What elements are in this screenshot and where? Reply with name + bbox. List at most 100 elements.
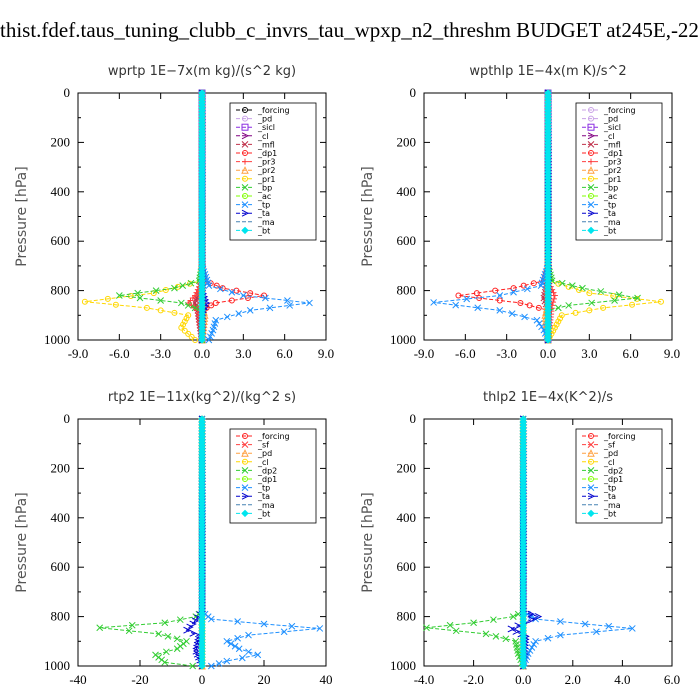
- series-dp1: [455, 90, 551, 343]
- data-point: [247, 290, 254, 297]
- y-tick-label: 1000: [390, 658, 416, 673]
- data-point: [213, 282, 220, 289]
- legend-label: _cl: [257, 132, 269, 141]
- legend-label: _pr3: [257, 158, 275, 167]
- data-point: [245, 648, 252, 656]
- series-line: [426, 419, 524, 667]
- y-tick-label: 0: [410, 85, 417, 100]
- data-point: [104, 295, 111, 302]
- data-point: [508, 310, 516, 318]
- chart-panel: wpthlp 1E−4x(m K)/s^2 Pressure [hPa] 0 200 4…: [360, 64, 680, 361]
- data-point: [185, 330, 192, 337]
- y-tick-label: 200: [397, 134, 417, 149]
- legend-marker: [242, 158, 248, 165]
- legend-label: _bt: [603, 509, 616, 518]
- data-point: [171, 309, 178, 316]
- data-point: [217, 285, 224, 293]
- data-point: [112, 301, 119, 308]
- chart-title: thlp2 1E−4x(K^2)/s: [483, 390, 613, 405]
- data-point: [173, 645, 181, 653]
- data-point: [212, 299, 219, 306]
- series-bt: [519, 415, 527, 670]
- series-bt: [198, 415, 206, 670]
- x-tick-label: -3.0: [496, 346, 517, 361]
- data-point: [188, 302, 195, 309]
- data-point: [550, 295, 557, 302]
- data-point: [530, 641, 538, 648]
- legend-marker: [242, 175, 248, 182]
- data-point: [143, 304, 150, 311]
- data-point: [188, 333, 195, 340]
- y-tick-label: 0: [64, 411, 71, 426]
- data-point: [532, 637, 539, 645]
- chart-panel: rtp2 1E−11x(kg^2)/(kg^2 s) Pressure [hPa]…: [14, 390, 333, 687]
- y-tick-label: 0: [410, 411, 417, 426]
- x-tick-label: 3.0: [235, 346, 251, 361]
- data-point: [193, 289, 200, 296]
- y-tick-label: 0: [64, 85, 71, 100]
- data-point: [262, 294, 269, 302]
- y-axis-label: Pressure [hPa]: [14, 492, 30, 592]
- x-tick-label: -6.0: [455, 346, 476, 361]
- y-tick-label: 600: [51, 233, 71, 248]
- y-tick-label: 200: [397, 460, 417, 475]
- series-line: [458, 93, 549, 340]
- data-point: [134, 289, 142, 297]
- legend-marker: [241, 226, 249, 235]
- data-point: [551, 292, 558, 299]
- legend: _forcing_pd_sicl_cl_mfl_dp1_pr3_pr2_pr1_…: [575, 102, 663, 241]
- series-tp: [430, 89, 552, 344]
- x-tick-label: -2.0: [463, 672, 484, 687]
- x-tick-label: -6.0: [109, 346, 130, 361]
- data-point: [502, 635, 510, 643]
- data-point: [286, 302, 294, 309]
- y-tick-label: 400: [51, 510, 71, 525]
- x-tick-label: -9.0: [414, 346, 435, 361]
- y-tick-label: 200: [51, 134, 71, 149]
- legend-marker: [242, 150, 248, 156]
- data-point: [205, 336, 213, 344]
- legend-label: _tp: [257, 201, 270, 210]
- legend-marker: [242, 193, 248, 199]
- data-point: [533, 316, 541, 324]
- data-point: [185, 312, 192, 319]
- legend-box: [229, 102, 317, 241]
- data-point: [245, 631, 252, 639]
- legend-label: _bt: [603, 226, 616, 235]
- y-tick-label: 800: [51, 609, 71, 624]
- chart-panel: thlp2 1E−4x(K^2)/s Pressure [hPa] 0 200 400 6…: [360, 390, 680, 687]
- data-point: [164, 633, 172, 640]
- data-point: [235, 310, 243, 318]
- x-tick-label: -20: [131, 672, 148, 687]
- data-point: [178, 324, 185, 331]
- y-tick-label: 200: [51, 460, 71, 475]
- y-tick-label: 1000: [390, 332, 416, 347]
- data-point: [184, 302, 192, 309]
- data-point: [157, 297, 165, 304]
- data-point: [173, 635, 181, 643]
- series-bt: [544, 89, 552, 344]
- data-point: [306, 299, 313, 307]
- x-tick-label: 2.0: [565, 672, 581, 687]
- data-point: [208, 302, 215, 309]
- legend-marker: [241, 166, 249, 174]
- data-point: [234, 634, 242, 642]
- x-tick-label: 6.0: [623, 346, 639, 361]
- data-point: [198, 336, 206, 344]
- chart-title: wprtp 1E−7x(m kg)/(s^2 kg): [108, 64, 296, 79]
- y-tick-label: 400: [397, 184, 417, 199]
- data-point: [205, 282, 213, 290]
- legend-label: _pr1: [257, 175, 275, 184]
- legend-label: _dp1: [257, 149, 277, 158]
- legend-marker: [241, 201, 249, 208]
- legend-label: _bt: [257, 226, 270, 235]
- data-point: [180, 321, 187, 328]
- x-tick-label: 4.0: [614, 672, 630, 687]
- legend-label: _ac: [257, 192, 271, 201]
- data-point: [528, 644, 536, 651]
- x-tick-label: -40: [69, 672, 86, 687]
- page-title: thist.fdef.taus_tuning_clubb_c_invrs_tau…: [0, 18, 700, 42]
- legend-marker: [242, 107, 248, 113]
- data-point: [157, 307, 164, 314]
- data-point: [521, 313, 528, 321]
